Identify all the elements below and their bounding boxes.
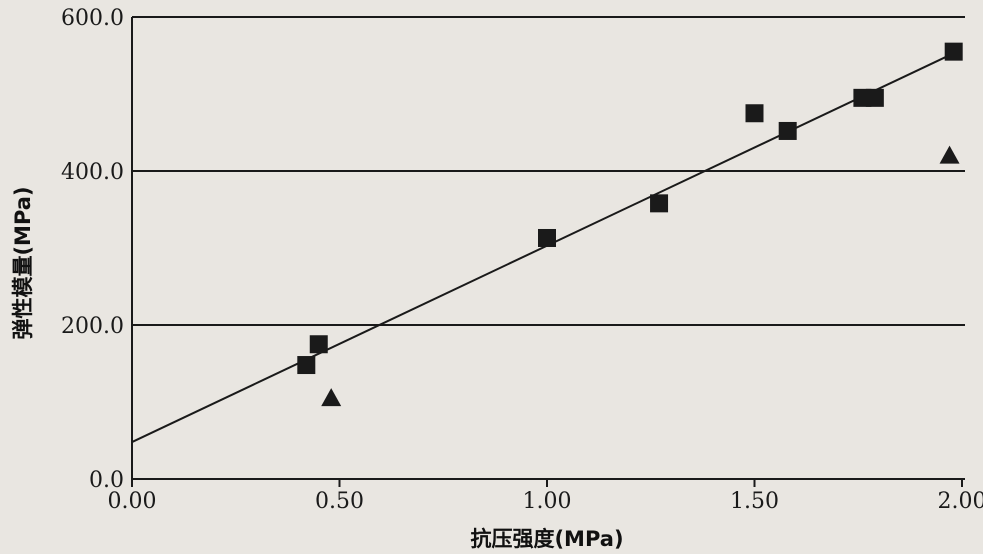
y-tick-label: 0.0 [89,468,124,493]
square-point [944,42,963,61]
square-point [297,356,316,375]
data-points [297,42,963,407]
x-tick-label: 1.50 [730,489,779,514]
square-point [745,104,764,123]
square-point [865,88,884,107]
x-axis-title: 抗压强度(MPa) [470,527,623,551]
x-tick-label: 2.00 [938,489,983,514]
x-ticks: 0.00 0.50 1.00 1.50 2.00 [108,479,983,514]
y-tick-label: 400.0 [61,160,124,185]
triangle-point [939,145,960,164]
square-point [538,228,556,247]
gridlines [132,16,965,326]
x-tick-label: 1.00 [523,489,572,514]
y-tick-label: 200.0 [61,314,124,339]
square-point [778,121,797,140]
triangle-point [321,388,342,407]
y-ticks: 0.0 200.0 400.0 600.0 [61,6,124,493]
square-point [309,335,328,354]
square-point [650,194,669,213]
x-tick-label: 0.00 [108,489,157,514]
x-tick-label: 0.50 [315,489,364,514]
y-axis-title: 弹性模量(MPa) [11,186,35,339]
y-tick-label: 600.0 [61,6,124,31]
